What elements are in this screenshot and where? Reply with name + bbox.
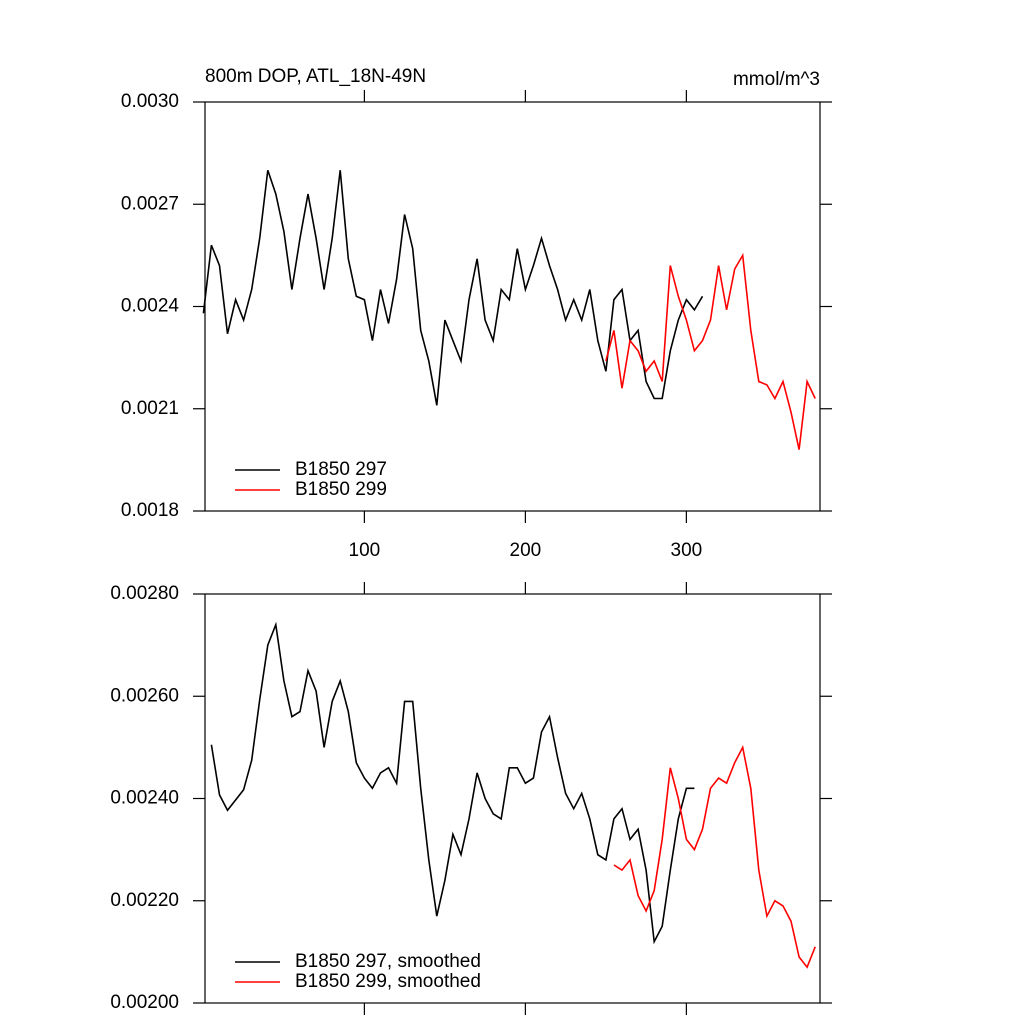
legend-label: B1850 297 [295,459,387,480]
y-tick-label: 0.00260 [110,685,179,706]
legend-label: B1850 299, smoothed [295,971,481,992]
data-line [613,745,816,969]
x-tick-label: 200 [510,540,542,561]
chart-title: 800m DOP, ATL_18N-49N [205,66,426,87]
x-tick-label: 300 [671,540,703,561]
y-tick-label: 0.0018 [121,500,179,521]
y-tick-label: 0.0027 [121,193,179,214]
legend-label: B1850 299 [295,479,387,500]
x-tick-label: 100 [349,540,381,561]
y-tick-label: 0.0021 [121,398,179,419]
y-tick-label: 0.00200 [110,992,179,1013]
units-label: mmol/m^3 [733,69,820,90]
y-tick-label: 0.00240 [110,788,179,809]
data-line [210,621,695,945]
y-tick-label: 0.00220 [110,890,179,911]
y-tick-label: 0.00280 [110,583,179,604]
y-tick-label: 0.0024 [121,296,180,317]
plot-frame [204,593,821,1004]
data-line [605,252,816,450]
data-line [202,169,704,406]
y-tick-label: 0.0030 [121,91,179,112]
legend-label: B1850 297, smoothed [295,951,481,972]
